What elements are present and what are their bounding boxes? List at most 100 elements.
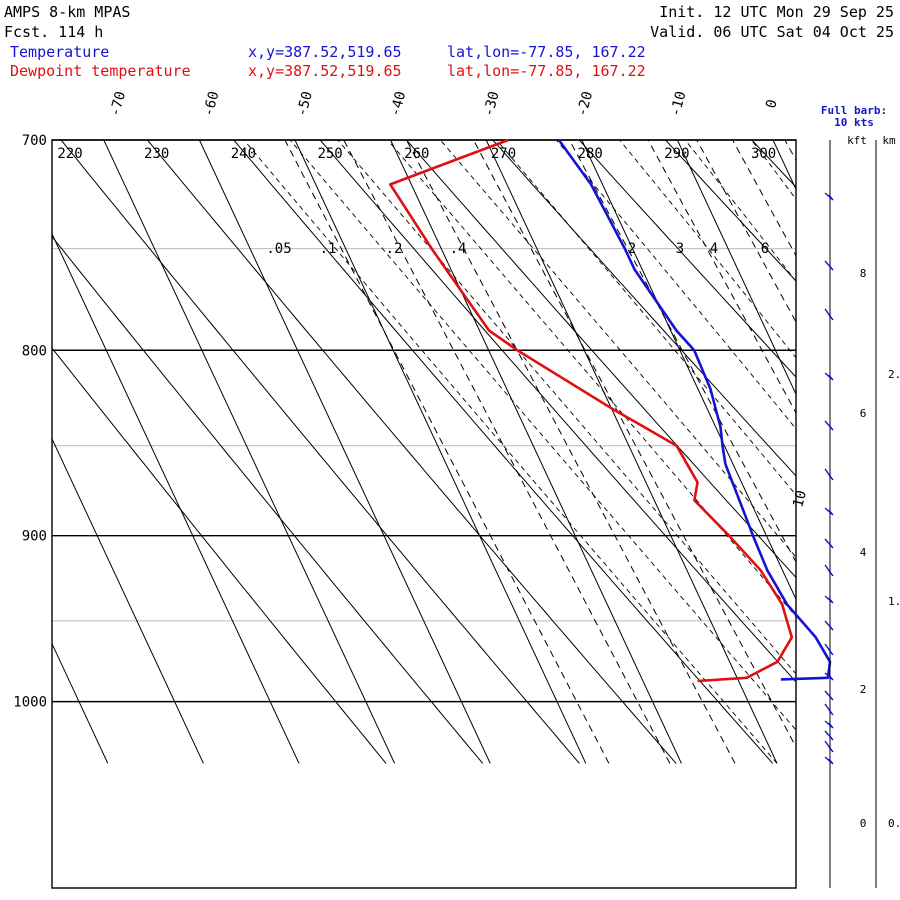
mixing-ratio-line [696, 140, 796, 324]
dry-adiabat-line [233, 140, 774, 764]
barb-legend-line2: 10 kts [834, 116, 874, 129]
wind-barb [824, 538, 834, 549]
legend-dewpoint-xy: x,y=387.52,519.65 [248, 62, 402, 80]
moist-adiabat-line [289, 140, 796, 731]
pressure-tick-label: 900 [22, 529, 47, 545]
isotherm-tick-label: -10 [668, 90, 690, 119]
mixing-ratio-label: .2 [386, 241, 403, 257]
wind-barb [824, 260, 834, 271]
isotherm-line [103, 140, 396, 764]
isotherm-tick-label: -70 [107, 90, 129, 119]
isotherm-line [294, 140, 587, 764]
theta-tick-label: 260 [404, 146, 429, 162]
wind-barb [824, 720, 834, 729]
mixing-ratio-line [647, 140, 796, 414]
wind-barb [824, 372, 834, 381]
dry-adiabat-line [52, 347, 387, 764]
theta-tick-label: 280 [578, 146, 603, 162]
moist-adiabat-line [387, 140, 796, 618]
mixing-ratio-line [406, 140, 736, 764]
wind-barb [824, 564, 834, 577]
mixing-ratio-label: .4 [450, 241, 467, 257]
wind-barb [824, 507, 834, 516]
theta-tick-label: 250 [317, 146, 342, 162]
kft-tick-label: 8 [860, 267, 867, 280]
plot-grid-group [52, 140, 796, 764]
wind-barb [824, 620, 834, 631]
kft-tick-label: 6 [860, 407, 867, 420]
isotherm-line [198, 140, 491, 764]
forecast-hour: Fcst. 114 h [4, 23, 103, 41]
wind-barb [824, 703, 834, 716]
isotherm-line [52, 437, 204, 764]
isotherm-tick-label: -30 [481, 90, 503, 119]
wind-barb [824, 730, 834, 741]
isotherm-tick-label: -60 [201, 90, 223, 119]
init-time: Init. 12 UTC Mon 29 Sep 25 [659, 3, 894, 21]
legend-temperature-label: Temperature [10, 43, 109, 61]
dewpoint-trace [389, 138, 794, 683]
theta-tick-label: 240 [231, 146, 256, 162]
mixing-ratio-label: .1 [320, 241, 337, 257]
barb-legend-line1: Full barb: [821, 104, 887, 117]
isotherm-tick-label: -20 [574, 90, 596, 119]
wind-barb [824, 468, 834, 481]
dry-adiabat-line [60, 140, 580, 764]
theta-tick-label: 230 [144, 146, 169, 162]
mixing-ratio-label: 3 [676, 241, 684, 257]
km-axis-label: km [882, 134, 896, 147]
dry-adiabat-line [319, 140, 796, 683]
mixing-ratio-label: .05 [266, 241, 291, 257]
wind-barb [824, 740, 834, 753]
model-title: AMPS 8-km MPAS [4, 3, 130, 21]
wind-barb [824, 672, 834, 681]
dry-adiabat-line [147, 140, 677, 764]
theta-tick-label: 270 [491, 146, 516, 162]
wind-barb [824, 643, 834, 656]
mixing-ratio-label: 4 [710, 241, 718, 257]
kft-tick-label: 0 [860, 817, 867, 830]
temperature-trace [557, 139, 832, 681]
dry-adiabat-line [492, 140, 796, 477]
moist-adiabat-line [243, 140, 778, 764]
dry-adiabat-line [406, 140, 796, 579]
wind-barb [824, 690, 834, 701]
km-tick-label: 2. [888, 368, 900, 381]
theta-tick-label: 300 [751, 146, 776, 162]
isotherm-tick-label: -40 [387, 90, 409, 119]
isotherm-line [390, 140, 682, 764]
mixing-ratio-line [473, 140, 796, 749]
legend-temperature-latlon: lat,lon=-77.85, 167.22 [447, 43, 646, 61]
isotherm-tick-label: 0 [763, 98, 781, 110]
km-tick-label: 0. [888, 817, 900, 830]
wind-barb [824, 192, 834, 201]
isotherm-line [581, 140, 796, 601]
isotherm-line [676, 140, 796, 396]
mixing-ratio-label: 2 [628, 241, 636, 257]
isotherm-line [52, 642, 109, 764]
pressure-tick-label: 1000 [13, 695, 47, 711]
theta-tick-label: 220 [57, 146, 82, 162]
kft-tick-label: 4 [860, 546, 867, 559]
pressure-tick-label: 800 [22, 343, 47, 359]
valid-time: Valid. 06 UTC Sat 04 Oct 25 [650, 23, 894, 41]
plot-frame [51, 139, 797, 889]
wind-barb [824, 756, 834, 765]
isotherm-tick-label: 10 [790, 489, 810, 509]
kft-tick-label: 2 [860, 683, 867, 696]
isotherm-line [52, 232, 300, 764]
pressure-tick-label: 700 [22, 133, 47, 149]
wind-barb [824, 595, 834, 604]
dry-adiabat-line [52, 235, 484, 764]
dry-adiabat-line [578, 140, 796, 378]
mixing-ratio-line [343, 140, 671, 764]
mixing-ratio-line [284, 140, 610, 764]
moist-adiabat-line [496, 140, 796, 496]
legend-dewpoint-label: Dewpoint temperature [10, 62, 191, 80]
mixing-ratio-label: 6 [761, 241, 769, 257]
km-tick-label: 1. [888, 595, 900, 608]
dry-adiabat-line [665, 140, 796, 282]
isotherm-line [485, 140, 778, 764]
wind-barb [824, 308, 834, 321]
